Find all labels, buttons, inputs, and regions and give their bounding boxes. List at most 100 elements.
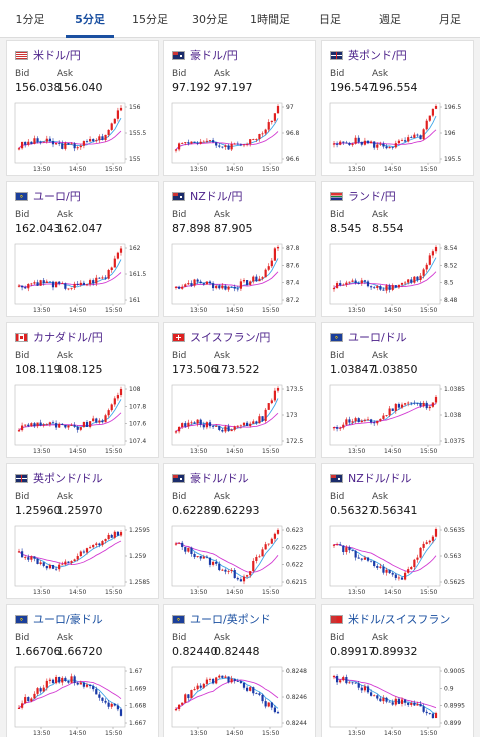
pair-name[interactable]: スイスフラン/円: [190, 331, 271, 344]
price-chart: 162 161.5 161 13:50 14:50 15:50: [14, 243, 146, 314]
x-tick-label: 14:50: [226, 166, 243, 173]
pair-name[interactable]: 英ポンド/ドル: [33, 472, 103, 485]
currency-card[interactable]: 豪ドル/ドル Bid Ask 0.62289 0.62293 0.623 0.6225 0.6…: [163, 463, 316, 599]
pair-name[interactable]: ユーロ/ドル: [348, 331, 407, 344]
x-tick-label: 14:50: [226, 307, 243, 314]
ask-label: Ask: [372, 69, 389, 79]
pair-name[interactable]: NZドル/ドル: [348, 472, 412, 485]
candle-body: [24, 424, 27, 426]
pair-name[interactable]: 英ポンド/円: [348, 49, 407, 62]
chart-area: 156 155.5 155 13:50 14:50 15:50: [13, 97, 153, 173]
currency-card[interactable]: ユーロ/ドル Bid Ask 1.03847 1.03850 1.0385 1.038 1.0…: [321, 322, 474, 458]
candle-body: [249, 571, 252, 576]
chart-frame: [171, 243, 283, 305]
candle-body: [403, 403, 407, 405]
pair-name[interactable]: NZドル/円: [190, 190, 243, 203]
currency-card[interactable]: スイスフラン/円 Bid Ask 173.506 173.522 173.5 173 172.…: [163, 322, 316, 458]
candle-body: [104, 277, 107, 279]
currency-card[interactable]: 英ポンド/円 Bid Ask 196.547 196.554 196.5 196 195.5 1…: [321, 40, 474, 176]
pair-name[interactable]: 米ドル/円: [33, 49, 81, 62]
tab-6[interactable]: 日足: [319, 13, 341, 26]
tab-8[interactable]: 月足: [439, 13, 461, 26]
chart-frame: [171, 384, 283, 446]
currency-card[interactable]: ランド/円 Bid Ask 8.545 8.554 8.54 8.52 8.5 8.48 13:5…: [321, 181, 474, 317]
candle-body: [351, 143, 354, 146]
candle-body: [391, 408, 394, 411]
tab-2[interactable]: 5分足: [60, 0, 120, 38]
currency-card[interactable]: 英ポンド/ドル Bid Ask 1.25960 1.25970 1.2595 1.259 1.…: [6, 463, 159, 599]
candle-body: [190, 422, 193, 424]
ma-short-line: [175, 677, 279, 710]
chart-frame: [14, 525, 126, 587]
candle-body: [110, 123, 113, 130]
pair-name[interactable]: 豪ドル/ドル: [190, 472, 249, 485]
candle-body: [394, 143, 397, 148]
pair-name[interactable]: ユーロ/英ポンド: [190, 613, 271, 626]
pair-name[interactable]: ユーロ/豪ドル: [33, 613, 103, 626]
candle-body: [73, 425, 76, 427]
currency-card[interactable]: 豪ドル/円 Bid Ask 97.192 97.197 97 96.8 96.6 13:50 14…: [163, 40, 316, 176]
candle-body: [101, 136, 104, 140]
candle-body: [221, 675, 224, 678]
candle-body: [119, 388, 123, 396]
pair-name[interactable]: ランド/円: [348, 190, 396, 203]
x-tick-label: 14:50: [384, 589, 401, 596]
candle-body: [67, 288, 70, 290]
candle-body: [64, 283, 67, 289]
y-tick-label: 0.5635: [444, 527, 465, 534]
currency-card[interactable]: 米ドル/円 Bid Ask 156.038 156.040 156 155.5 155 13:5…: [6, 40, 159, 176]
bid-value: 0.82440: [172, 645, 218, 658]
candle-body: [236, 288, 239, 290]
candle-body: [335, 427, 339, 429]
candle-body: [82, 282, 86, 286]
currency-card[interactable]: ユーロ/豪ドル Bid Ask 1.66706 1.66720 1.67 1.669 1.66…: [6, 604, 159, 737]
currency-card[interactable]: カナダドル/円 Bid Ask 108.119 108.125 108 107.8 107.6…: [6, 322, 159, 458]
y-tick-label: 195.5: [444, 156, 461, 163]
x-tick-label: 14:50: [384, 166, 401, 173]
candle-body: [27, 697, 30, 702]
tab-3[interactable]: 15分足: [132, 13, 168, 26]
currency-card[interactable]: NZドル/円 Bid Ask 87.898 87.905 87.8 87.6 87.4 87.2…: [163, 181, 316, 317]
candle-body: [348, 142, 351, 146]
chart-area: 8.54 8.52 8.5 8.48 13:50 14:50 15:50: [328, 238, 468, 314]
candle-body: [342, 545, 345, 553]
pair-name[interactable]: 米ドル/スイスフラン: [348, 613, 451, 626]
x-tick-label: 14:50: [69, 448, 86, 455]
pair-name[interactable]: 豪ドル/円: [190, 49, 238, 62]
tab-5[interactable]: 1時間足: [250, 13, 290, 26]
pair-name[interactable]: ユーロ/円: [33, 190, 81, 203]
currency-card[interactable]: NZドル/ドル Bid Ask 0.56327 0.56341 0.5635 0.563 0.…: [321, 463, 474, 599]
candle-body: [110, 404, 113, 411]
y-tick-label: 0.8248: [286, 668, 307, 675]
candle-body: [342, 284, 345, 286]
candle-body: [339, 544, 342, 546]
candle-body: [397, 403, 401, 408]
candle-body: [174, 543, 178, 545]
candle-body: [255, 276, 258, 282]
candle-body: [230, 144, 233, 150]
candle-body: [379, 566, 382, 568]
currency-card[interactable]: ユーロ/円 Bid Ask 162.043 162.047 162 161.5 161 13:5…: [6, 181, 159, 317]
tab-1[interactable]: 1分足: [15, 13, 45, 26]
candle-body: [174, 149, 178, 151]
candle-body: [48, 138, 52, 141]
ma-long-line: [18, 680, 122, 709]
candle-body: [211, 561, 215, 565]
currency-card[interactable]: ユーロ/英ポンド Bid Ask 0.82440 0.82448 0.8248 0.8246…: [163, 604, 316, 737]
candle-body: [184, 142, 187, 144]
candle-body: [107, 129, 110, 135]
tab-7[interactable]: 週足: [379, 13, 401, 26]
currency-card[interactable]: 米ドル/スイスフラン Bid Ask 0.89917 0.89932 0.9005 0.9 0…: [321, 604, 474, 737]
tab-4[interactable]: 30分足: [192, 13, 228, 26]
candle-body: [345, 282, 348, 285]
candle-body: [230, 286, 233, 288]
chart-frame: [329, 666, 441, 728]
pair-name[interactable]: カナダドル/円: [33, 331, 103, 344]
chart-frame: [329, 384, 441, 446]
candle-body: [339, 283, 342, 286]
candle-body: [230, 570, 233, 572]
candle-body: [187, 547, 190, 552]
candle-body: [388, 147, 391, 149]
bid-value: 97.192: [172, 81, 211, 94]
candle-body: [434, 396, 438, 403]
